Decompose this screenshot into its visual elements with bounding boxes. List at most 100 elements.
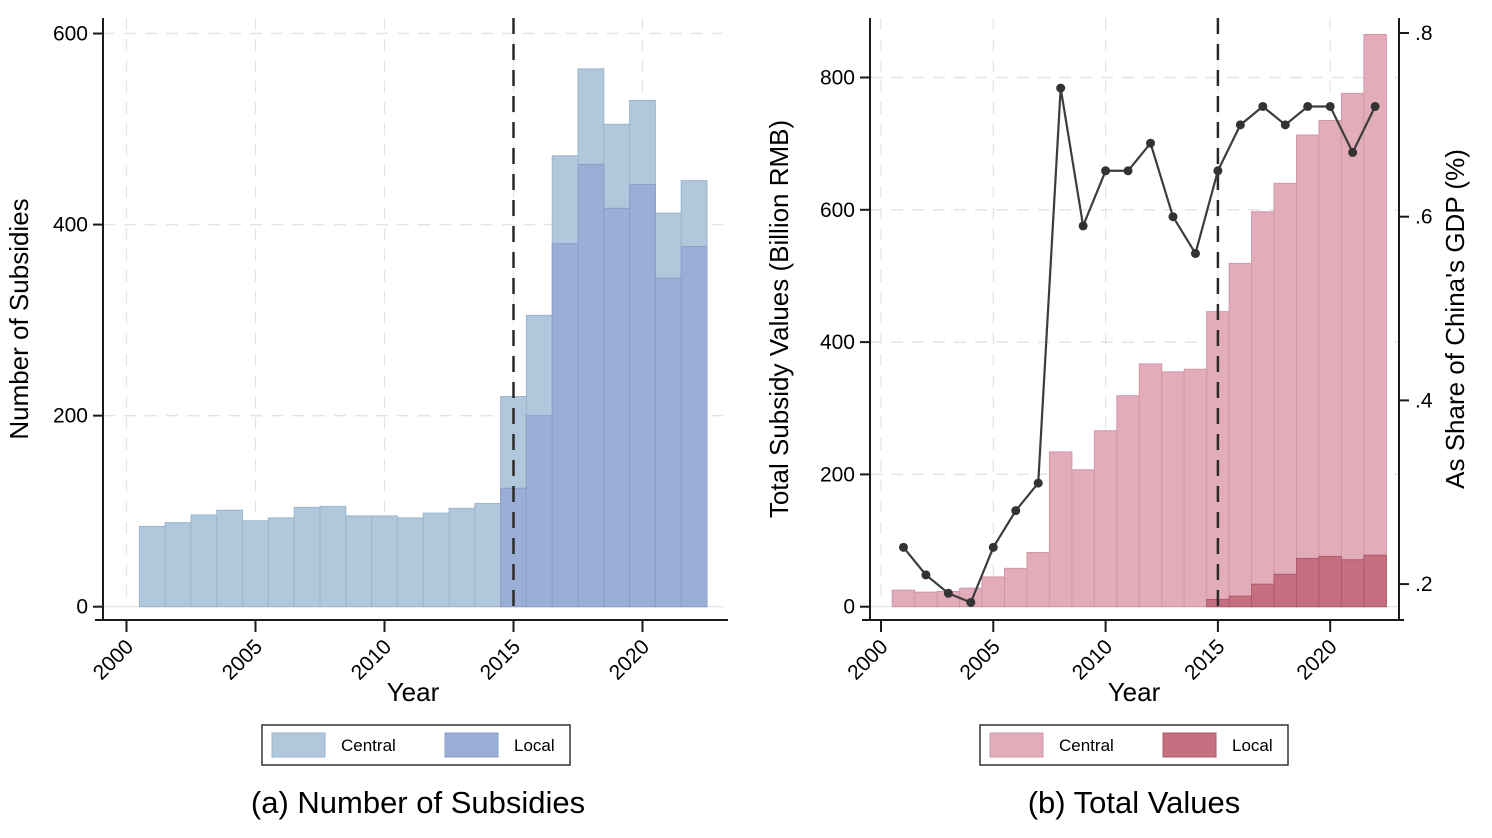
gdp-share-dot-2015 [1213, 166, 1223, 176]
gdp-share-dot-2006 [1011, 506, 1021, 516]
y-tick-label-800: 800 [820, 67, 855, 90]
panel-b-x-axis-title: Year [1108, 677, 1161, 707]
bar-central-2015 [1206, 311, 1230, 608]
bar-central-2012 [1138, 363, 1163, 608]
bar-local-2022 [1363, 554, 1387, 608]
y-tick-label-400: 400 [820, 331, 855, 354]
panel-b-gdp-share-line [898, 83, 1380, 607]
bar-central-2016 [1228, 262, 1253, 608]
panel-b-legend-label-central: Central [1059, 736, 1114, 755]
y-tick-label-0: 0 [76, 596, 88, 619]
panel-b-legend-label-local: Local [1232, 736, 1273, 755]
x-tick-label-2000: 2000 [843, 635, 892, 684]
right-tick-label-.2: .2 [1415, 573, 1433, 596]
bar-central-2020 [1318, 119, 1342, 608]
panel-b-legend-swatch-local [1162, 732, 1217, 758]
y-tick-label-600: 600 [820, 199, 855, 222]
bar-central-2002 [164, 522, 192, 608]
panel-a-bars [138, 68, 708, 608]
bar-local-2017 [1251, 583, 1275, 608]
gdp-share-dot-2003 [943, 588, 953, 598]
bar-central-2010 [371, 515, 398, 608]
panel-a-x-axis-title: Year [387, 677, 440, 707]
bar-central-2018 [1273, 182, 1298, 608]
x-tick-label-2020: 2020 [605, 635, 654, 684]
x-tick-label-2015: 2015 [1180, 635, 1229, 684]
bar-central-2003 [190, 514, 218, 608]
panel-b-legend: Central Local [979, 724, 1289, 766]
bar-local-2016 [525, 415, 553, 608]
bar-local-2019 [603, 207, 631, 608]
bar-central-2014 [474, 503, 502, 608]
gdp-share-dot-2009 [1078, 221, 1088, 231]
panel-a-legend: Central Local [261, 724, 571, 766]
gdp-share-dot-2002 [921, 570, 931, 580]
bar-local-2018 [1273, 573, 1298, 608]
panel-a-legend-label-central: Central [341, 736, 396, 755]
gdp-share-dot-2001 [898, 542, 908, 552]
panel-b-legend-swatch-central [989, 732, 1044, 758]
bar-central-2002 [914, 591, 938, 608]
bar-local-2019 [1296, 557, 1320, 608]
gdp-share-dot-2012 [1146, 138, 1156, 148]
gdp-share-dot-2018 [1280, 120, 1290, 130]
bar-central-2004 [216, 509, 244, 608]
panel-a-caption: (a) Number of Subsidies [251, 785, 585, 820]
bar-central-2021 [1340, 92, 1365, 608]
bar-central-2009 [345, 515, 373, 608]
gdp-share-dot-2010 [1101, 166, 1111, 176]
bar-central-2014 [1183, 368, 1208, 608]
bar-central-2006 [1004, 567, 1028, 608]
bar-local-2021 [654, 277, 682, 608]
bar-central-2012 [422, 512, 450, 608]
panel-a-y-axis-title: Number of Subsidies [4, 198, 34, 439]
bar-local-2020 [629, 183, 656, 608]
bar-local-2017 [551, 243, 579, 608]
panel-a-legend-label-local: Local [514, 736, 555, 755]
x-tick-label-2020: 2020 [1292, 635, 1341, 684]
gdp-share-dot-2013 [1168, 212, 1178, 222]
bar-central-2013 [1161, 371, 1185, 608]
x-tick-label-2005: 2005 [218, 635, 267, 684]
bar-central-2010 [1093, 430, 1118, 608]
gdp-share-dot-2019 [1303, 101, 1313, 111]
gdp-share-dot-2007 [1033, 478, 1043, 488]
bar-central-2013 [448, 507, 476, 608]
bar-central-2008 [1048, 451, 1073, 608]
gdp-share-dot-2022 [1370, 101, 1380, 111]
gdp-share-dot-2021 [1348, 147, 1358, 157]
bar-central-2001 [138, 525, 166, 608]
bar-central-2005 [242, 520, 269, 608]
bar-central-2007 [1026, 551, 1050, 608]
bar-local-2018 [577, 163, 605, 608]
gdp-share-dot-2017 [1258, 101, 1268, 111]
bar-central-2009 [1071, 469, 1095, 608]
right-tick-label-.4: .4 [1415, 389, 1433, 412]
right-tick-label-.6: .6 [1415, 206, 1433, 229]
x-tick-label-2015: 2015 [476, 635, 525, 684]
bar-central-2011 [1116, 395, 1140, 608]
gdp-share-dot-2011 [1123, 166, 1133, 176]
panel-a-legend-swatch-central [271, 732, 326, 758]
y-tick-label-600: 600 [53, 23, 88, 46]
y-tick-label-200: 200 [820, 463, 855, 486]
bar-central-2008 [319, 505, 347, 608]
gdp-share-polyline [902, 87, 1377, 604]
gdp-share-dot-2004 [966, 597, 976, 607]
panel-b-left-axis-title: Total Subsidy Values (Billion RMB) [764, 120, 794, 518]
panel-a-legend-swatch-local [444, 732, 499, 758]
gdp-share-dot-2005 [988, 542, 998, 552]
bar-central-2006 [267, 517, 295, 608]
y-tick-label-400: 400 [53, 214, 88, 237]
gdp-share-dot-2014 [1190, 248, 1200, 258]
panel-b-bars [891, 34, 1387, 608]
bar-local-2020 [1318, 555, 1342, 608]
gdp-share-dot-2020 [1325, 101, 1335, 111]
bar-local-2021 [1340, 559, 1365, 608]
bar-central-2017 [1251, 211, 1275, 608]
right-tick-label-.8: .8 [1415, 22, 1433, 45]
bar-central-2001 [891, 589, 916, 608]
bar-central-2019 [1296, 134, 1320, 608]
